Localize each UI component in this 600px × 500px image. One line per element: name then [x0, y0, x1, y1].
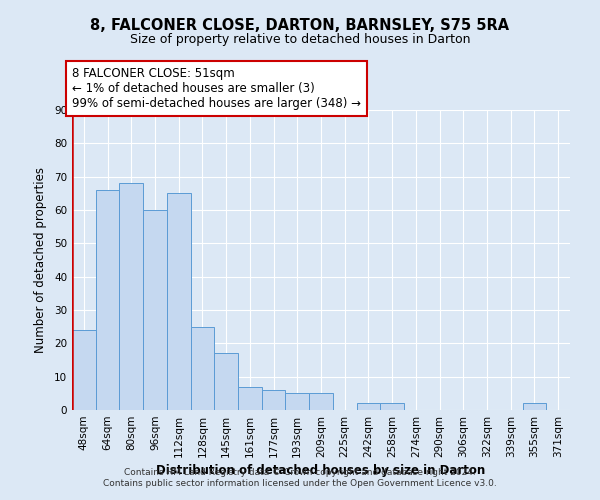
- Bar: [72, 330, 96, 410]
- Bar: [356, 404, 380, 410]
- Bar: [96, 190, 119, 410]
- Text: Contains HM Land Registry data © Crown copyright and database right 2024.: Contains HM Land Registry data © Crown c…: [124, 468, 476, 477]
- Y-axis label: Number of detached properties: Number of detached properties: [34, 167, 47, 353]
- Text: Contains public sector information licensed under the Open Government Licence v3: Contains public sector information licen…: [103, 480, 497, 488]
- Bar: [262, 390, 286, 410]
- Bar: [191, 326, 214, 410]
- Bar: [143, 210, 167, 410]
- Bar: [380, 404, 404, 410]
- Bar: [214, 354, 238, 410]
- Bar: [286, 394, 309, 410]
- Bar: [309, 394, 333, 410]
- Text: Size of property relative to detached houses in Darton: Size of property relative to detached ho…: [130, 32, 470, 46]
- Bar: [238, 386, 262, 410]
- Text: 8 FALCONER CLOSE: 51sqm
← 1% of detached houses are smaller (3)
99% of semi-deta: 8 FALCONER CLOSE: 51sqm ← 1% of detached…: [72, 67, 361, 110]
- Bar: [119, 184, 143, 410]
- Text: 8, FALCONER CLOSE, DARTON, BARNSLEY, S75 5RA: 8, FALCONER CLOSE, DARTON, BARNSLEY, S75…: [91, 18, 509, 32]
- Bar: [167, 194, 191, 410]
- Bar: [523, 404, 546, 410]
- X-axis label: Distribution of detached houses by size in Darton: Distribution of detached houses by size …: [157, 464, 485, 477]
